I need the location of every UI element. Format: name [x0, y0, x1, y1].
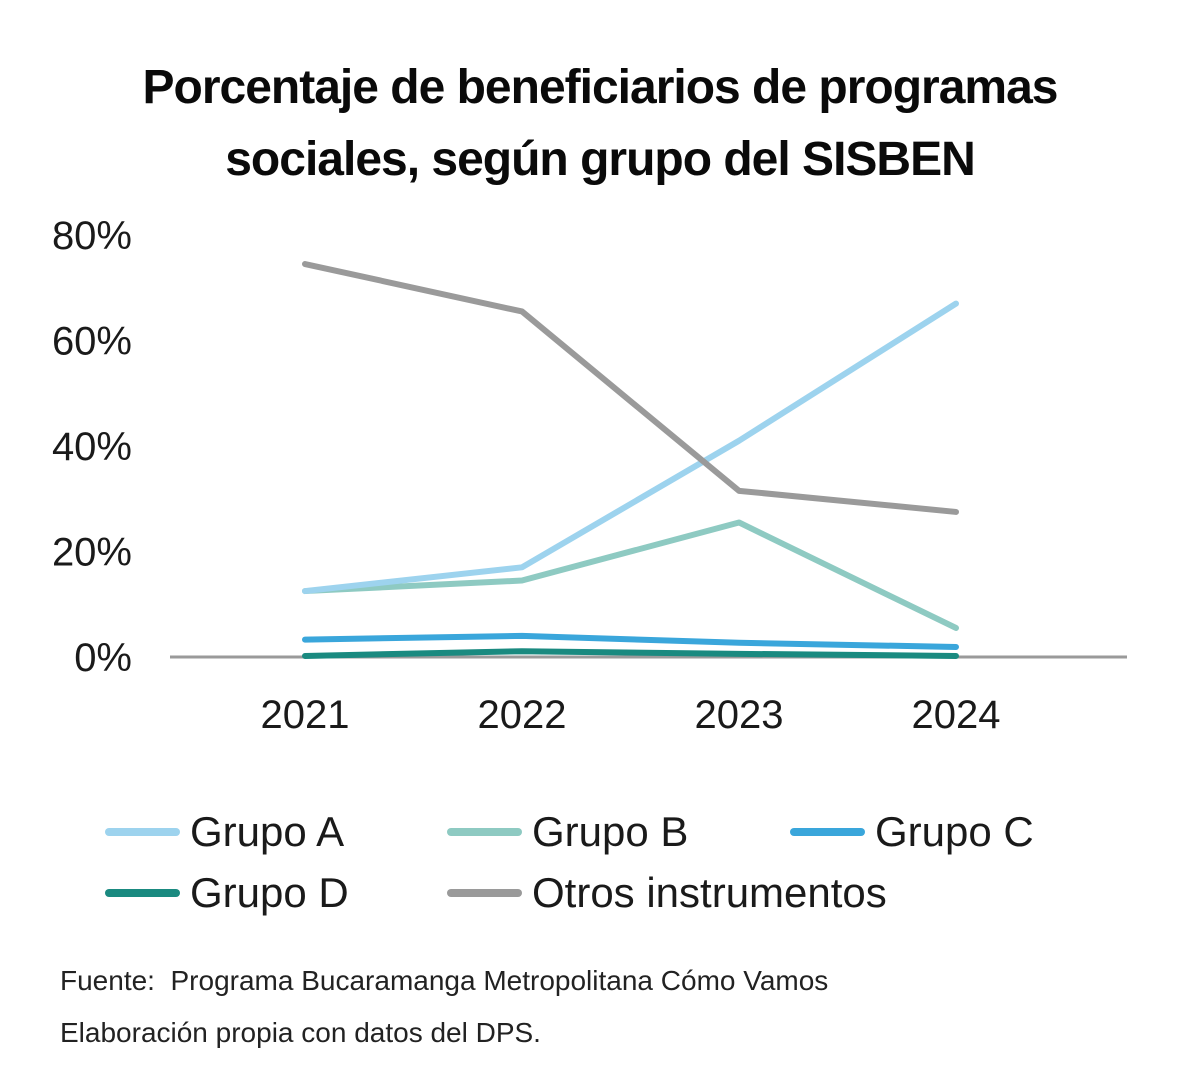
series-line-grupo-c [302, 632, 959, 650]
series-line-grupo-a [302, 300, 959, 595]
line-chart: 0% 20% 40% 60% 80% 2021 2022 2023 2024 [52, 214, 1127, 737]
legend-item-grupo-a: Grupo A [105, 802, 344, 862]
x-tick-label: 2024 [912, 693, 1001, 737]
source-line-1: Fuente: Programa Bucaramanga Metropolita… [60, 965, 829, 996]
chart-title: Porcentaje de beneficiarios de programas… [0, 52, 1200, 196]
x-tick-label: 2021 [261, 693, 350, 737]
legend-item-grupo-b: Grupo B [447, 802, 688, 862]
legend-swatch-grupo-c [790, 828, 865, 836]
chart-title-line-1: Porcentaje de beneficiarios de programas [142, 61, 1058, 114]
source-line-2: Elaboración propia con datos del DPS. [60, 1017, 541, 1048]
legend-swatch-otros-instrumentos [447, 889, 522, 897]
legend-item-grupo-d: Grupo D [105, 863, 349, 923]
series-line-grupo-b [302, 519, 959, 631]
legend-item-grupo-c: Grupo C [790, 802, 1034, 862]
y-tick-label: 40% [52, 425, 132, 469]
y-tick-label: 0% [74, 636, 132, 680]
chart-legend: Grupo A Grupo B Grupo C Grupo D Otros in… [0, 800, 1200, 930]
legend-label-otros-instrumentos: Otros instrumentos [532, 869, 887, 916]
legend-swatch-grupo-a [105, 828, 180, 836]
legend-label-grupo-d: Grupo D [190, 869, 349, 916]
legend-swatch-grupo-d [105, 889, 180, 897]
y-tick-label: 80% [52, 214, 132, 258]
y-tick-label: 20% [52, 531, 132, 575]
legend-label-grupo-a: Grupo A [190, 808, 345, 855]
series-line-grupo-d [302, 648, 959, 659]
y-tick-label: 60% [52, 320, 132, 364]
series-line-otros-instrumentos [302, 261, 959, 515]
source-note: Fuente: Programa Bucaramanga Metropolita… [60, 955, 828, 1059]
legend-swatch-grupo-b [447, 828, 522, 836]
legend-label-grupo-c: Grupo C [875, 808, 1034, 855]
x-tick-label: 2023 [695, 693, 784, 737]
legend-label-grupo-b: Grupo B [532, 808, 689, 855]
chart-title-line-2: sociales, según grupo del SISBEN [225, 133, 976, 186]
x-tick-label: 2022 [478, 693, 567, 737]
legend-item-otros-instrumentos: Otros instrumentos [447, 863, 887, 923]
